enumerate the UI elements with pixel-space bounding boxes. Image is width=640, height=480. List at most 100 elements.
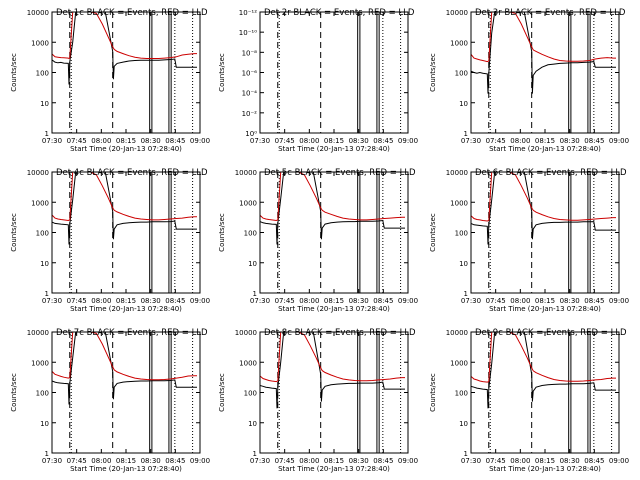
x-tick-label: 07:30: [250, 457, 270, 465]
y-tick-label: 10: [248, 420, 257, 428]
y-tick-label: 100: [244, 390, 257, 398]
y-tick-label: 1000: [450, 359, 468, 367]
panel-title: Det 6c BLACK = Events, RED = LLD: [475, 168, 627, 178]
lld-series: [471, 172, 616, 222]
x-axis-label: Start Time (20-Jan-13 07:28:40): [70, 145, 182, 153]
y-tick-label: 10: [459, 420, 468, 428]
x-tick-label: 08:45: [373, 297, 393, 305]
y-tick-label: 1000: [31, 359, 49, 367]
lld-series: [52, 332, 197, 381]
plot-frame: [259, 171, 409, 294]
y-axis-label: Counts/sec: [218, 53, 226, 92]
y-tick-label: 10⁻²: [242, 110, 258, 118]
y-axis-label: Counts/sec: [10, 53, 18, 92]
panel-title: Det 2r BLACK = Events, RED = LLD: [264, 8, 415, 18]
events-series: [471, 172, 616, 245]
y-tick-label: 10⁻⁸: [242, 49, 258, 57]
panel-title: Det 1c BLACK = Events, RED = LLD: [56, 8, 208, 18]
y-axis-label: Counts/sec: [429, 373, 437, 412]
x-tick-label: 09:00: [398, 457, 418, 465]
x-axis-label: Start Time (20-Jan-13 07:28:40): [278, 305, 390, 313]
chart-panel-3: 1 10 100 1000 10000 07:30 07:45 08:00 08:15 08:30…: [429, 8, 629, 153]
y-tick-label: 1000: [450, 39, 468, 47]
x-tick-label: 08:15: [324, 297, 344, 305]
x-tick-label: 09:00: [190, 137, 210, 145]
events-series: [52, 332, 197, 405]
y-tick-label: 100: [455, 70, 468, 78]
y-tick-label: 10⁰: [245, 130, 257, 138]
x-tick-label: 08:30: [560, 297, 580, 305]
y-axis-label: Counts/sec: [10, 213, 18, 252]
x-tick-label: 08:15: [535, 457, 555, 465]
x-tick-label: 08:15: [324, 457, 344, 465]
y-tick-label: 10: [459, 100, 468, 108]
lld-series: [52, 12, 197, 60]
x-axis-label: Start Time (20-Jan-13 07:28:40): [278, 145, 390, 153]
x-tick-label: 08:45: [165, 137, 185, 145]
x-tick-label: 07:30: [461, 137, 481, 145]
x-axis-label: Start Time (20-Jan-13 07:28:40): [70, 465, 182, 473]
y-tick-label: 1000: [239, 199, 257, 207]
x-tick-label: 08:15: [535, 137, 555, 145]
chart-panel-7: 1 10 100 1000 10000 07:30 07:45 08:00 08:15 08:30…: [10, 328, 210, 473]
x-tick-label: 07:45: [275, 297, 295, 305]
y-tick-label: 10: [40, 420, 49, 428]
y-tick-label: 100: [36, 70, 49, 78]
panel-title: Det 4c BLACK = Events, RED = LLD: [56, 168, 208, 178]
x-tick-label: 08:00: [299, 297, 319, 305]
y-tick-label: 10000: [27, 169, 49, 177]
y-tick-label: 10000: [446, 329, 468, 337]
x-tick-label: 07:30: [42, 137, 62, 145]
y-tick-label: 1: [464, 450, 468, 458]
x-axis-label: Start Time (20-Jan-13 07:28:40): [70, 305, 182, 313]
panel-title: Det 7c BLACK = Events, RED = LLD: [56, 328, 208, 338]
x-tick-label: 08:00: [91, 137, 111, 145]
panel-title: Det 3r BLACK = Events, RED = LLD: [475, 8, 626, 18]
y-tick-label: 1: [464, 130, 468, 138]
plot-frame: [470, 11, 620, 134]
y-tick-label: 1000: [450, 199, 468, 207]
panel-title: Det 9c BLACK = Events, RED = LLD: [475, 328, 627, 338]
x-tick-label: 08:45: [584, 137, 604, 145]
chart-panel-1: 1 10 100 1000 10000 07:30 07:45 08:00 08:15 08:30…: [10, 8, 210, 153]
x-axis-label: Start Time (20-Jan-13 07:28:40): [489, 465, 601, 473]
x-tick-label: 08:30: [560, 457, 580, 465]
x-tick-label: 08:30: [141, 457, 161, 465]
y-tick-label: 10: [459, 260, 468, 268]
x-tick-label: 07:45: [486, 457, 506, 465]
events-series: [471, 332, 616, 409]
x-tick-label: 07:30: [461, 457, 481, 465]
chart-panel-9: 1 10 100 1000 10000 07:30 07:45 08:00 08:15 08:30…: [429, 328, 629, 473]
plot-frame: [51, 331, 201, 454]
x-tick-label: 09:00: [190, 457, 210, 465]
x-tick-label: 07:45: [486, 137, 506, 145]
x-tick-label: 07:30: [461, 297, 481, 305]
x-tick-label: 08:45: [165, 297, 185, 305]
x-tick-label: 08:45: [373, 457, 393, 465]
y-tick-label: 10000: [446, 169, 468, 177]
chart-panel-2: 10⁰ 10⁻² 10⁻⁴ 10⁻⁶ 10⁻⁸ 10⁻¹⁰ 10⁻¹² 07:30 07:45 0…: [218, 8, 418, 153]
x-tick-label: 08:15: [324, 137, 344, 145]
x-tick-label: 07:45: [67, 137, 87, 145]
y-tick-label: 100: [36, 230, 49, 238]
x-tick-label: 07:30: [42, 297, 62, 305]
events-series: [52, 172, 197, 245]
x-tick-label: 08:00: [510, 457, 530, 465]
x-tick-label: 09:00: [190, 297, 210, 305]
lld-series: [471, 332, 616, 383]
y-tick-label: 10⁻¹⁰: [239, 29, 257, 37]
y-tick-label: 10: [248, 260, 257, 268]
y-axis-label: Counts/sec: [429, 213, 437, 252]
x-axis-label: Start Time (20-Jan-13 07:28:40): [278, 465, 390, 473]
events-series: [52, 12, 197, 85]
y-tick-label: 100: [455, 390, 468, 398]
y-tick-label: 10000: [446, 9, 468, 17]
lld-series: [260, 172, 405, 222]
y-tick-label: 10⁻⁴: [242, 90, 258, 98]
x-tick-label: 08:15: [535, 297, 555, 305]
y-tick-label: 100: [36, 390, 49, 398]
x-tick-label: 08:45: [584, 457, 604, 465]
lld-series: [471, 12, 616, 63]
x-tick-label: 08:45: [373, 137, 393, 145]
